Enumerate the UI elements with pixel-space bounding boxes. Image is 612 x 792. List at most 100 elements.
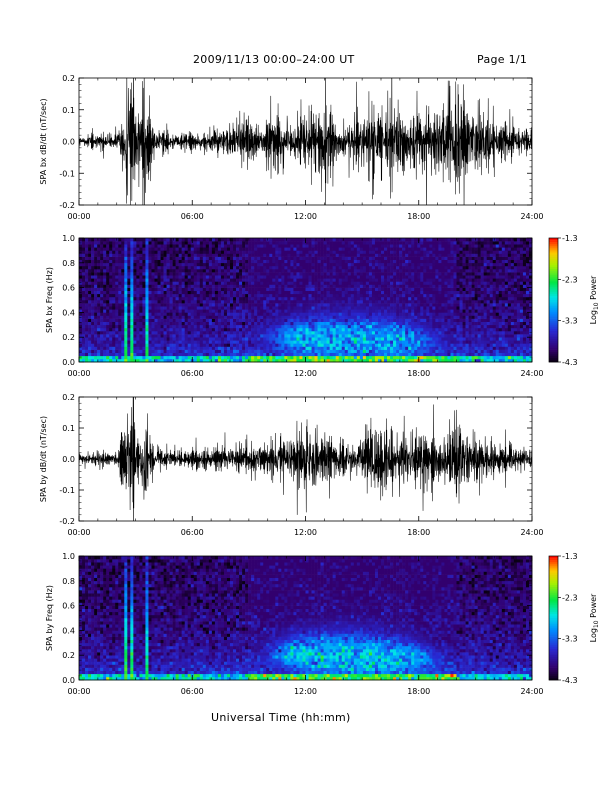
colorbar-swatch [549,657,558,660]
x-tick-label: 00:00 [67,212,90,221]
colorbar-swatch [549,256,558,259]
colorbar-swatch [549,262,558,266]
colorbar-swatch [549,252,558,255]
by-waveform-panel: 00:00 06:00 12:00 18:00 24:00 0.2 0.1 0.0 -0.1 -0… [39,393,544,537]
y-tick-label: 0.8 [62,577,75,586]
y-tick-label: 0.2 [62,333,75,342]
colorbar-swatch [549,632,558,635]
x-tick-label: 24:00 [520,212,543,221]
colorbar-swatch [549,326,558,330]
colorbar-swatch [549,271,558,274]
colorbar-frame [548,555,559,681]
y-tick-label: 0.2 [62,651,75,660]
by-colorbar: -1.3 -2.3 -3.3 -4.3 Log10 Power [548,552,600,685]
colorbar-swatch [549,331,558,334]
by-spectrogram-panel: 00:00 06:00 12:00 18:00 24:00 1.0 0.8 0.6 0.4 0.2… [45,552,544,696]
colorbar-swatch [549,357,558,361]
colorbar-swatch [549,302,558,305]
colorbar-swatch [549,580,558,584]
x-tick-label: 06:00 [181,528,204,537]
colorbar-swatch [549,351,558,355]
colorbar-swatch [549,318,558,321]
colorbar-swatch [549,556,558,559]
colorbar-label: Log10 Power [589,275,600,324]
colorbar-swatch [549,584,558,588]
colorbar-swatch [549,655,558,658]
colorbar-tick-label: -3.3 [562,317,578,326]
colorbar-swatch [549,244,558,247]
colorbar-swatch [549,607,558,611]
colorbar-swatch [549,558,558,561]
colorbar-swatch [549,599,558,602]
colorbar-swatch [549,343,558,346]
y-axis-label: SPA by Freq (Hz) [45,585,54,651]
colorbar-swatch [549,306,558,309]
waveform-series [79,397,532,521]
y-tick-label: 1.0 [62,234,75,243]
y-tick-label: 0.0 [62,358,75,367]
colorbar-swatch [549,667,558,670]
colorbar-swatch [549,316,558,319]
colorbar-swatch [549,564,558,567]
x-tick-label: 12:00 [294,369,317,378]
colorbar-swatch [549,289,558,293]
y-axis-label: SPA by dB/dt (nT/sec) [39,416,48,502]
colorbar-swatch [549,341,558,344]
colorbar-tick-label: -3.3 [562,635,578,644]
colorbar-swatch [549,291,558,295]
x-tick-label: 24:00 [520,369,543,378]
colorbar-tick-label: -2.3 [562,593,578,602]
y-tick-label: 0.1 [62,424,75,433]
y-tick-label: 0.6 [62,602,75,611]
colorbar-swatch [549,248,558,251]
colorbar-swatch [549,355,558,359]
colorbar-swatch [549,646,558,650]
colorbar-swatch [549,677,558,681]
colorbar-swatch [549,587,558,590]
x-tick-label: 06:00 [181,212,204,221]
colorbar-swatch [549,568,558,571]
colorbar-swatch [549,347,558,350]
y-tick-label: 0.1 [62,106,75,115]
colorbar-swatch [549,295,558,299]
colorbar-swatch [549,636,558,639]
colorbar-swatch [549,624,558,627]
x-tick-label: 12:00 [294,528,317,537]
colorbar-swatch [549,269,558,272]
colorbar-swatch [549,339,558,342]
header-title: 2009/11/13 00:00–24:00 UT [193,53,355,66]
colorbar-swatch [549,628,558,631]
colorbar-swatch [549,277,558,280]
colorbar-swatch [549,603,558,606]
colorbar-swatch [549,673,558,677]
colorbar-swatch [549,250,558,253]
colorbar-swatch [549,601,558,604]
colorbar-swatch [549,287,558,290]
colorbar-swatch [549,675,558,679]
colorbar-swatch [549,322,558,326]
x-tick-label: 06:00 [181,687,204,696]
x-tick-label: 18:00 [407,528,430,537]
colorbar-swatch [549,630,558,633]
colorbar-swatch [549,273,558,276]
colorbar-swatch [549,653,558,656]
y-tick-label: 0.4 [62,308,75,317]
colorbar-swatch [549,328,558,332]
colorbar-swatch [549,264,558,268]
x-tick-label: 18:00 [407,687,430,696]
colorbar-swatch [549,593,558,596]
colorbar-swatch [549,333,558,336]
colorbar-swatch [549,589,558,592]
colorbar-swatch [549,642,558,646]
colorbar-tick-label: -2.3 [562,275,578,284]
colorbar-swatch [549,240,558,243]
x-axis-title: Universal Time (hh:mm) [211,711,351,724]
colorbar-tick-label: -1.3 [562,234,578,243]
y-tick-label: 0.6 [62,284,75,293]
x-tick-label: 24:00 [520,687,543,696]
colorbar-swatch [549,345,558,348]
y-tick-label: -0.1 [59,486,75,495]
colorbar-swatch [549,671,558,675]
colorbar-swatch [549,335,558,338]
colorbar-swatch [549,293,558,297]
